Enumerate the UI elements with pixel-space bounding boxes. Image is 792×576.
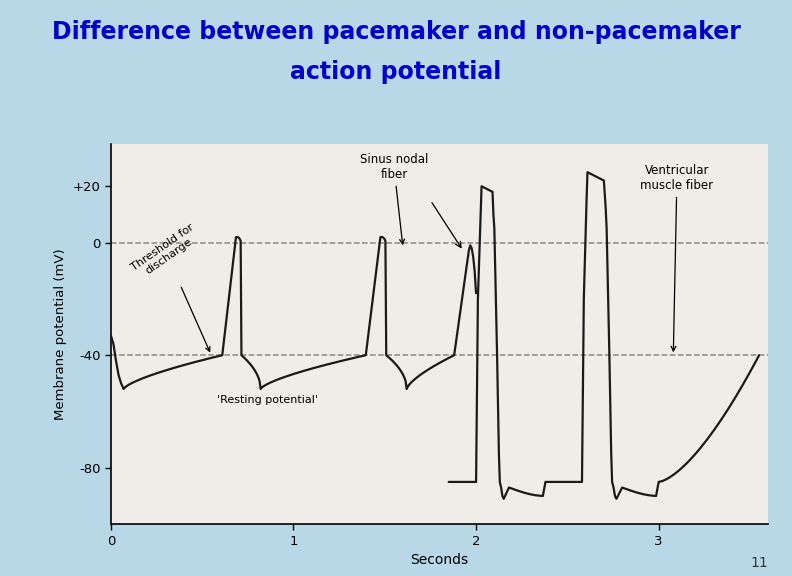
Text: Difference between pacemaker and non-pacemaker: Difference between pacemaker and non-pac… (51, 20, 741, 44)
Text: Ventricular
muscle fiber: Ventricular muscle fiber (641, 164, 714, 351)
Text: action potential: action potential (291, 60, 501, 85)
Text: Threshold for
discharge: Threshold for discharge (129, 222, 210, 351)
X-axis label: Seconds: Seconds (410, 553, 469, 567)
Text: 11: 11 (751, 556, 768, 570)
Y-axis label: Membrane potential (mV): Membrane potential (mV) (54, 248, 67, 420)
Text: Sinus nodal
fiber: Sinus nodal fiber (360, 153, 428, 244)
Text: 'Resting potential': 'Resting potential' (217, 395, 318, 406)
